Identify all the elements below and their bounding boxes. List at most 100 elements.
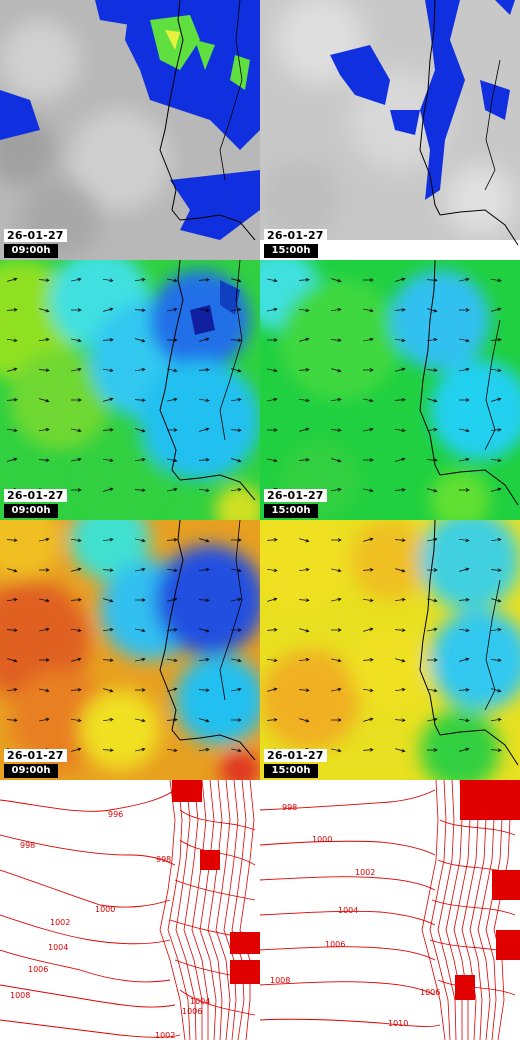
forecast-time: 15:00h <box>264 504 318 518</box>
wind-arrow-icon <box>167 597 178 602</box>
wind-arrow-icon <box>102 658 114 662</box>
isobar-label: 996 <box>108 810 123 819</box>
isobar-label: 1002 <box>355 868 375 877</box>
wind-arrow-icon <box>38 337 50 342</box>
wind-arrow-icon <box>299 718 310 723</box>
cloud-precip-map-1500-graphic <box>260 0 520 260</box>
wind-arrow-icon <box>6 398 18 402</box>
isobar-label: 1006 <box>28 965 48 974</box>
wind-arrow-icon <box>267 278 278 283</box>
wind-arrow-icon <box>394 597 406 602</box>
forecast-date: 26-01-27 <box>4 229 67 242</box>
wind-arrow-icon <box>299 628 310 633</box>
wind-arrow-icon <box>459 398 470 402</box>
wind-arrow-icon <box>39 688 50 693</box>
wind-arrow-icon <box>39 717 50 722</box>
wind-arrow-icon <box>267 597 278 602</box>
wind-arrow-icon <box>231 597 242 602</box>
wind-arrow-icon <box>198 747 210 752</box>
wind-arrow-icon <box>331 597 342 602</box>
wind-arrow-icon <box>395 748 406 753</box>
wind-arrow-icon <box>38 458 50 462</box>
wind-arrow-icon <box>167 338 178 342</box>
pressure-map-0900: 996 998 998 1000 1002 1004 1006 1008 100… <box>0 780 260 1040</box>
wind-arrow-icon <box>135 688 146 692</box>
wind-arrow-icon <box>198 398 210 403</box>
wind-arrow-icon <box>231 538 242 542</box>
wind-arrow-icon <box>298 398 310 403</box>
wind-arrow-icon <box>71 277 82 282</box>
wind-arrow-field <box>6 537 242 753</box>
wind-arrow-icon <box>70 718 82 723</box>
wind-arrow-icon <box>230 338 242 342</box>
wind-arrow-icon <box>330 338 342 342</box>
temperature-map-1500-graphic <box>260 260 520 520</box>
wind-arrow-icon <box>331 658 342 663</box>
wind-arrow-icon <box>134 457 146 462</box>
wind-arrow-icon <box>267 338 278 342</box>
wind-arrow-icon <box>459 457 470 462</box>
wind-arrow-icon <box>363 278 374 282</box>
wind-arrow-icon <box>135 338 146 343</box>
wind-arrow-icon <box>394 538 406 542</box>
wind-arrow-icon <box>166 628 178 632</box>
wind-arrow-icon <box>199 337 210 342</box>
wind-arrow-icon <box>363 458 374 462</box>
wind-arrow-icon <box>71 367 82 372</box>
wind-arrow-icon <box>134 398 146 402</box>
wind-arrow-icon <box>6 308 18 312</box>
wind-arrow-icon <box>394 628 406 632</box>
wind-arrow-field <box>267 277 502 493</box>
wind-arrow-icon <box>427 748 438 752</box>
isobar-label: 1004 <box>338 906 358 915</box>
wind-arrow-icon <box>38 427 50 432</box>
forecast-time: 09:00h <box>4 244 58 258</box>
wind-arrow-icon <box>394 488 406 492</box>
temperature-map-1500: 26-01-27 15:00h <box>260 260 520 520</box>
wind-arrow-icon <box>331 718 342 722</box>
wind-arrow-icon <box>330 307 342 312</box>
wind-arrow-icon <box>491 598 502 603</box>
isobar-label: 1008 <box>270 976 290 985</box>
wind-arrow-icon <box>427 658 438 662</box>
wind-arrow-icon <box>102 338 114 342</box>
cloud-precip-map-1500: 26-01-27 15:00h <box>260 0 520 260</box>
wind-arrow-field <box>266 537 502 753</box>
wind-arrow-icon <box>167 368 178 373</box>
wind-arrow-icon <box>266 658 278 663</box>
wind-arrow-icon <box>71 747 82 752</box>
wind-arrow-icon <box>7 277 18 282</box>
wind-arrow-icon <box>6 628 18 632</box>
isobar-label: 1008 <box>10 991 30 1000</box>
wind-arrow-icon <box>102 568 114 572</box>
wind-arrow-icon <box>198 657 210 662</box>
wind-arrow-icon <box>71 488 82 492</box>
wind-arrow-icon <box>362 598 374 603</box>
wind-arrow-icon <box>7 658 18 663</box>
wind-arrow-icon <box>266 538 278 542</box>
wind-arrow-icon <box>267 687 278 692</box>
wind-arrow-icon <box>459 488 470 492</box>
pressure-isobar-map-0900: 996 998 998 1000 1002 1004 1006 1008 100… <box>0 780 260 1040</box>
wind-arrow-field <box>6 277 242 493</box>
wind-arrow-icon <box>298 458 310 462</box>
wind-arrow-icon <box>135 628 146 633</box>
wind-arrow-icon <box>298 368 310 372</box>
wind-arrow-icon <box>427 488 438 493</box>
wind-arrow-icon <box>71 657 82 662</box>
wind-arrow-icon <box>266 568 278 573</box>
forecast-time: 09:00h <box>4 504 58 518</box>
wind-arrow-icon <box>166 568 178 573</box>
wind-arrow-icon <box>426 278 438 282</box>
wind-arrow-icon <box>102 748 114 752</box>
wind-arrow-icon <box>298 688 310 692</box>
wind-arrow-icon <box>427 688 438 693</box>
wind-arrow-icon <box>459 308 470 312</box>
wind-arrow-icon <box>39 398 50 403</box>
timestamp-label: 26-01-27 09:00h <box>4 229 67 258</box>
timestamp-label: 26-01-27 15:00h <box>264 229 327 258</box>
wind-arrow-icon <box>39 537 50 542</box>
wind-arrow-icon <box>363 308 374 313</box>
wind-arrow-icon <box>298 308 310 313</box>
wind-arrow-icon <box>102 368 114 373</box>
